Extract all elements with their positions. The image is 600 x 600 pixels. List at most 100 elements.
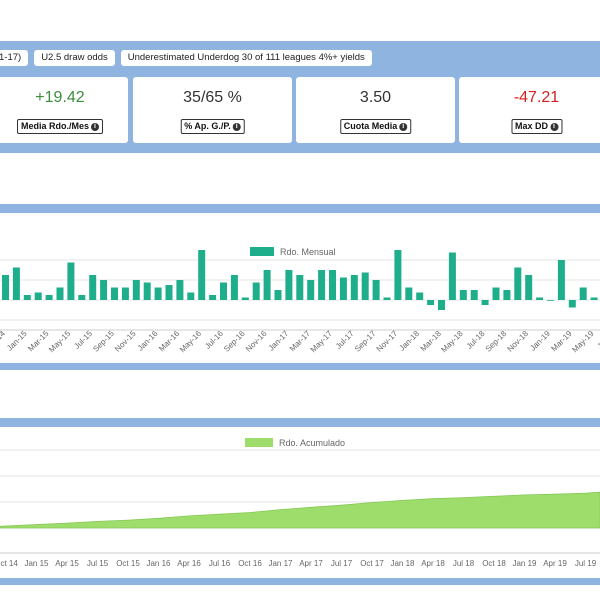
bar-Dec-14[interactable] xyxy=(12,267,20,301)
cumulative-area[interactable] xyxy=(0,491,600,529)
x-tick-label: Apr 15 xyxy=(55,559,79,568)
bar-Jul-16[interactable] xyxy=(220,282,227,301)
stat-label[interactable]: Max DD i xyxy=(510,119,563,134)
bar-Nov-15[interactable] xyxy=(132,280,140,300)
x-tick-label: Jul 19 xyxy=(575,559,597,568)
x-tick-label: Mar-16 xyxy=(157,329,182,354)
bar-Feb-16[interactable] xyxy=(165,285,173,300)
legend-label[interactable]: Rdo. Acumulado xyxy=(279,438,345,448)
bar-Apr-19[interactable] xyxy=(579,287,587,301)
bar-Mar-18[interactable] xyxy=(438,300,445,310)
bar-Jul-17[interactable] xyxy=(350,275,358,300)
x-tick-label: Oct 18 xyxy=(482,559,506,568)
info-icon[interactable]: i xyxy=(232,122,241,131)
bar-Jun-17[interactable] xyxy=(339,277,347,301)
stat-value: 3.50 xyxy=(359,89,392,106)
legend-label[interactable]: Rdo. Mensual xyxy=(280,247,336,257)
bar-May-19[interactable] xyxy=(590,297,598,301)
bar-May-18[interactable] xyxy=(459,290,467,300)
bar-Dec-17[interactable] xyxy=(405,287,413,301)
bar-Aug-17[interactable] xyxy=(361,272,369,301)
bar-Nov-14[interactable] xyxy=(2,275,9,300)
legend-swatch[interactable] xyxy=(245,438,273,447)
x-tick-label: Sep-18 xyxy=(484,329,509,354)
bar-Oct-16[interactable] xyxy=(252,282,260,301)
stat-label[interactable]: Media Rdo./Mes i xyxy=(16,119,104,134)
bar-Sep-17[interactable] xyxy=(372,280,380,300)
x-tick-label: Jan-18 xyxy=(397,329,421,353)
x-tick-label: Jan 15 xyxy=(24,559,49,568)
legend-swatch[interactable] xyxy=(250,247,274,256)
bar-Jun-15[interactable] xyxy=(78,295,86,300)
x-tick-label: Jul 15 xyxy=(87,559,109,568)
bar-Jan-16[interactable] xyxy=(154,287,162,301)
bar-Mar-17[interactable] xyxy=(307,280,315,300)
bar-Feb-17[interactable] xyxy=(296,275,304,300)
info-icon[interactable]: i xyxy=(91,122,100,131)
x-tick-label: Jan 18 xyxy=(390,559,415,568)
tag-row: 1-17) U2.5 draw odds Underestimated Unde… xyxy=(0,50,372,66)
bar-Sep-15[interactable] xyxy=(111,287,118,301)
x-tick-label: May-18 xyxy=(439,329,465,355)
x-tick-label: Jan 16 xyxy=(146,559,171,568)
x-tick-label: Mar-15 xyxy=(26,329,51,354)
x-tick-label: Mar-19 xyxy=(549,329,574,354)
x-tick-label: Jan 19 xyxy=(512,559,537,568)
stat-label-text: Media Rdo./Mes xyxy=(20,121,90,131)
bar-Dec-18[interactable] xyxy=(536,297,544,301)
x-tick-label: May-16 xyxy=(178,329,204,355)
bar-Jan-18[interactable] xyxy=(416,292,424,301)
bar-Apr-16[interactable] xyxy=(187,292,195,301)
section-divider xyxy=(0,418,600,427)
bar-Nov-17[interactable] xyxy=(394,250,402,300)
x-tick-label: Jul 18 xyxy=(453,559,475,568)
stat-card-win-loss: 35/65 % % Ap. G./P. i xyxy=(133,77,292,143)
bar-Jan-19[interactable] xyxy=(547,300,554,301)
bar-Feb-19[interactable] xyxy=(557,260,565,300)
tag-period[interactable]: 1-17) xyxy=(0,50,29,66)
info-icon[interactable]: i xyxy=(399,122,408,131)
bar-Mar-19[interactable] xyxy=(568,300,576,308)
bar-Jun-16[interactable] xyxy=(209,295,217,300)
bar-Mar-16[interactable] xyxy=(176,280,184,300)
stat-label[interactable]: % Ap. G./P. i xyxy=(180,119,245,134)
tag-strategy[interactable]: Underestimated Underdog 30 of 111 league… xyxy=(120,50,372,66)
bar-Dec-16[interactable] xyxy=(274,290,282,300)
bar-Apr-17[interactable] xyxy=(318,270,326,300)
bar-Aug-15[interactable] xyxy=(100,280,108,300)
bar-Nov-16[interactable] xyxy=(263,270,271,300)
bar-Oct-18[interactable] xyxy=(514,267,522,301)
stat-label-text: Cuota Media xyxy=(343,121,398,131)
x-tick-label: Jul 16 xyxy=(209,559,231,568)
bar-Oct-15[interactable] xyxy=(121,287,129,301)
bar-Sep-18[interactable] xyxy=(503,290,511,300)
x-tick-label: Oct 15 xyxy=(116,559,140,568)
bar-Aug-18[interactable] xyxy=(492,287,500,301)
bar-Mar-15[interactable] xyxy=(45,295,53,300)
stat-label[interactable]: Cuota Media i xyxy=(339,119,412,134)
bar-Feb-15[interactable] xyxy=(34,292,42,301)
bar-May-16[interactable] xyxy=(198,250,206,300)
x-tick-label: Jan-15 xyxy=(5,329,29,353)
bar-Feb-18[interactable] xyxy=(427,300,435,305)
bar-Oct-17[interactable] xyxy=(383,297,391,301)
bar-Jan-15[interactable] xyxy=(23,295,31,300)
info-icon[interactable]: i xyxy=(550,122,559,131)
bar-Jun-18[interactable] xyxy=(470,290,478,300)
bar-Apr-18[interactable] xyxy=(448,252,456,301)
x-tick-label: Oct 17 xyxy=(360,559,384,568)
tag-draw-odds[interactable]: U2.5 draw odds xyxy=(34,50,115,66)
bar-Sep-16[interactable] xyxy=(241,297,249,301)
bar-Jul-18[interactable] xyxy=(481,300,489,305)
bar-May-15[interactable] xyxy=(67,262,75,301)
bar-Jul-15[interactable] xyxy=(89,275,97,300)
bar-Jan-17[interactable] xyxy=(285,270,293,300)
bar-May-17[interactable] xyxy=(329,270,336,300)
x-tick-label: Mar-18 xyxy=(419,329,444,354)
bar-Nov-18[interactable] xyxy=(525,275,533,300)
bar-Aug-16[interactable] xyxy=(230,275,238,300)
bar-Apr-15[interactable] xyxy=(56,287,64,301)
section-divider xyxy=(0,363,600,370)
bar-Dec-15[interactable] xyxy=(143,282,151,301)
